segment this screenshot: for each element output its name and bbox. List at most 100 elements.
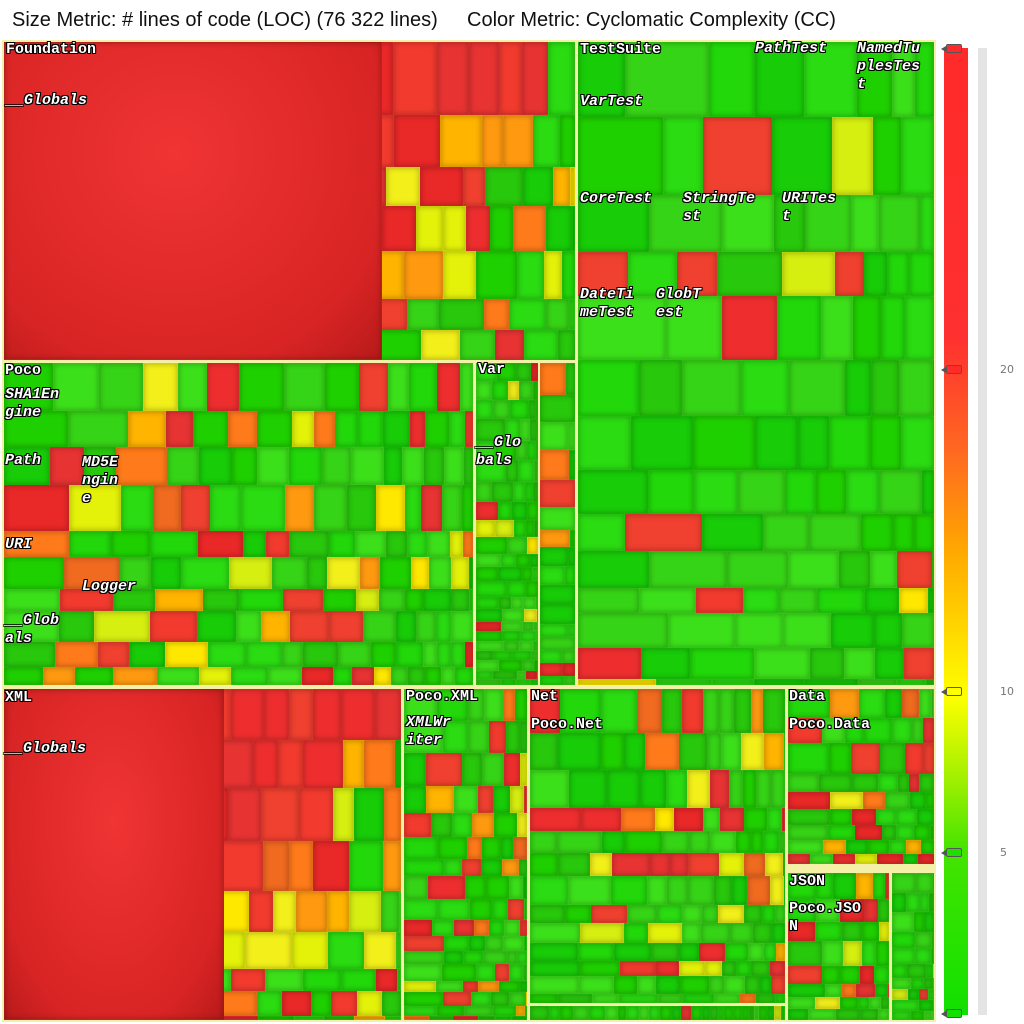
treemap-tile[interactable] <box>466 206 490 251</box>
treemap-tile[interactable] <box>933 978 934 989</box>
treemap-tile[interactable] <box>874 613 902 648</box>
treemap-tile[interactable] <box>210 485 241 531</box>
treemap-tile[interactable] <box>266 531 289 557</box>
treemap-tile[interactable] <box>228 411 257 447</box>
treemap-tile[interactable] <box>530 976 579 994</box>
treemap-tile[interactable] <box>396 642 423 667</box>
treemap-tile[interactable] <box>530 961 580 976</box>
treemap-tile[interactable] <box>905 296 934 360</box>
treemap-tile[interactable] <box>341 689 375 740</box>
treemap-tile[interactable] <box>624 923 648 943</box>
treemap-tile[interactable] <box>524 786 527 813</box>
treemap-tile[interactable] <box>268 667 302 685</box>
treemap-tile[interactable] <box>525 482 533 502</box>
treemap-tile[interactable] <box>822 941 843 966</box>
treemap-tile[interactable] <box>523 622 533 631</box>
treemap-tile[interactable] <box>858 679 897 685</box>
treemap-tile[interactable] <box>502 631 520 641</box>
treemap-tile[interactable] <box>909 252 934 296</box>
treemap-tile[interactable] <box>530 689 560 733</box>
treemap-tile[interactable] <box>50 447 84 485</box>
treemap-tile[interactable] <box>468 689 484 721</box>
treemap-tile[interactable] <box>788 825 828 840</box>
treemap-tile[interactable] <box>476 660 499 671</box>
treemap-tile[interactable] <box>767 1006 774 1020</box>
treemap-tile[interactable] <box>920 893 929 912</box>
treemap-tile[interactable] <box>581 808 621 831</box>
treemap-tile[interactable] <box>749 1006 754 1020</box>
treemap-tile[interactable] <box>429 1016 453 1020</box>
treemap-tile[interactable] <box>313 689 341 740</box>
treemap-tile[interactable] <box>494 813 517 837</box>
treemap-tile[interactable] <box>530 876 568 905</box>
treemap-tile[interactable] <box>404 753 426 786</box>
treemap-tile[interactable] <box>578 117 663 195</box>
treemap-tile[interactable] <box>619 994 658 1003</box>
treemap-tile[interactable] <box>875 648 904 679</box>
treemap-tile[interactable] <box>239 589 283 611</box>
treemap-tile[interactable] <box>851 195 879 252</box>
treemap-tile[interactable] <box>817 588 865 613</box>
treemap-tile[interactable] <box>694 470 738 514</box>
treemap-tile[interactable] <box>570 167 575 206</box>
treemap-tile[interactable] <box>714 994 740 1003</box>
treemap-tile[interactable] <box>568 422 575 450</box>
treemap-tile[interactable] <box>463 951 483 964</box>
treemap-tile[interactable] <box>292 411 314 447</box>
treemap-tile[interactable] <box>165 642 208 667</box>
treemap-tile[interactable] <box>919 774 934 792</box>
treemap-tile[interactable] <box>924 978 933 989</box>
treemap-tile[interactable] <box>482 115 503 167</box>
treemap-tile[interactable] <box>533 115 560 167</box>
treemap-tile[interactable] <box>844 648 875 679</box>
treemap-tile[interactable] <box>451 611 473 642</box>
treemap-tile[interactable] <box>476 482 492 502</box>
treemap-tile[interactable] <box>754 648 810 679</box>
treemap-tile[interactable] <box>516 363 531 381</box>
treemap-tile[interactable] <box>909 774 919 792</box>
treemap-tile[interactable] <box>257 447 289 485</box>
treemap-tile[interactable] <box>519 859 527 876</box>
treemap-tile[interactable] <box>546 299 569 330</box>
treemap-tile[interactable] <box>566 363 575 395</box>
treemap-tile[interactable] <box>639 588 696 613</box>
treemap-tile[interactable] <box>314 485 347 531</box>
treemap-tile[interactable] <box>533 641 538 651</box>
treemap-tile[interactable] <box>829 743 851 774</box>
treemap-tile[interactable] <box>476 537 507 554</box>
treemap-tile[interactable] <box>858 997 869 1009</box>
treemap-tile[interactable] <box>428 876 465 899</box>
treemap-tile[interactable] <box>530 905 565 923</box>
treemap-tile[interactable] <box>540 422 568 450</box>
treemap-tile[interactable] <box>493 1006 516 1016</box>
treemap-tile[interactable] <box>322 447 351 485</box>
treemap-tile[interactable] <box>193 411 228 447</box>
treemap-tile[interactable] <box>578 514 625 551</box>
treemap-tile[interactable] <box>311 991 331 1016</box>
treemap-tile[interactable] <box>625 831 662 853</box>
treemap-tile[interactable] <box>416 206 443 251</box>
treemap-tile[interactable] <box>407 531 427 557</box>
treemap-tile[interactable] <box>724 1006 733 1020</box>
treemap-tile[interactable] <box>404 813 431 837</box>
treemap-tile[interactable] <box>499 597 511 609</box>
treemap-tile[interactable] <box>536 631 538 641</box>
treemap-tile[interactable] <box>915 948 931 964</box>
treemap-tile[interactable] <box>763 514 809 551</box>
treemap-tile[interactable] <box>386 167 420 206</box>
treemap-tile[interactable] <box>915 42 934 117</box>
treemap-tile[interactable] <box>203 589 239 611</box>
treemap-tile[interactable] <box>516 554 530 567</box>
treemap-tile[interactable] <box>354 788 384 841</box>
treemap-tile[interactable] <box>912 718 923 743</box>
treemap-tile[interactable] <box>805 195 851 252</box>
treemap-tile[interactable] <box>639 360 682 416</box>
treemap-tile[interactable] <box>530 831 557 853</box>
treemap-tile[interactable] <box>751 689 763 733</box>
treemap-tile[interactable] <box>467 837 482 859</box>
treemap-tile[interactable] <box>878 774 898 792</box>
treemap-tile[interactable] <box>338 642 371 667</box>
treemap-tile[interactable] <box>307 557 327 589</box>
treemap-tile[interactable] <box>591 905 627 923</box>
treemap-tile[interactable] <box>423 642 437 667</box>
